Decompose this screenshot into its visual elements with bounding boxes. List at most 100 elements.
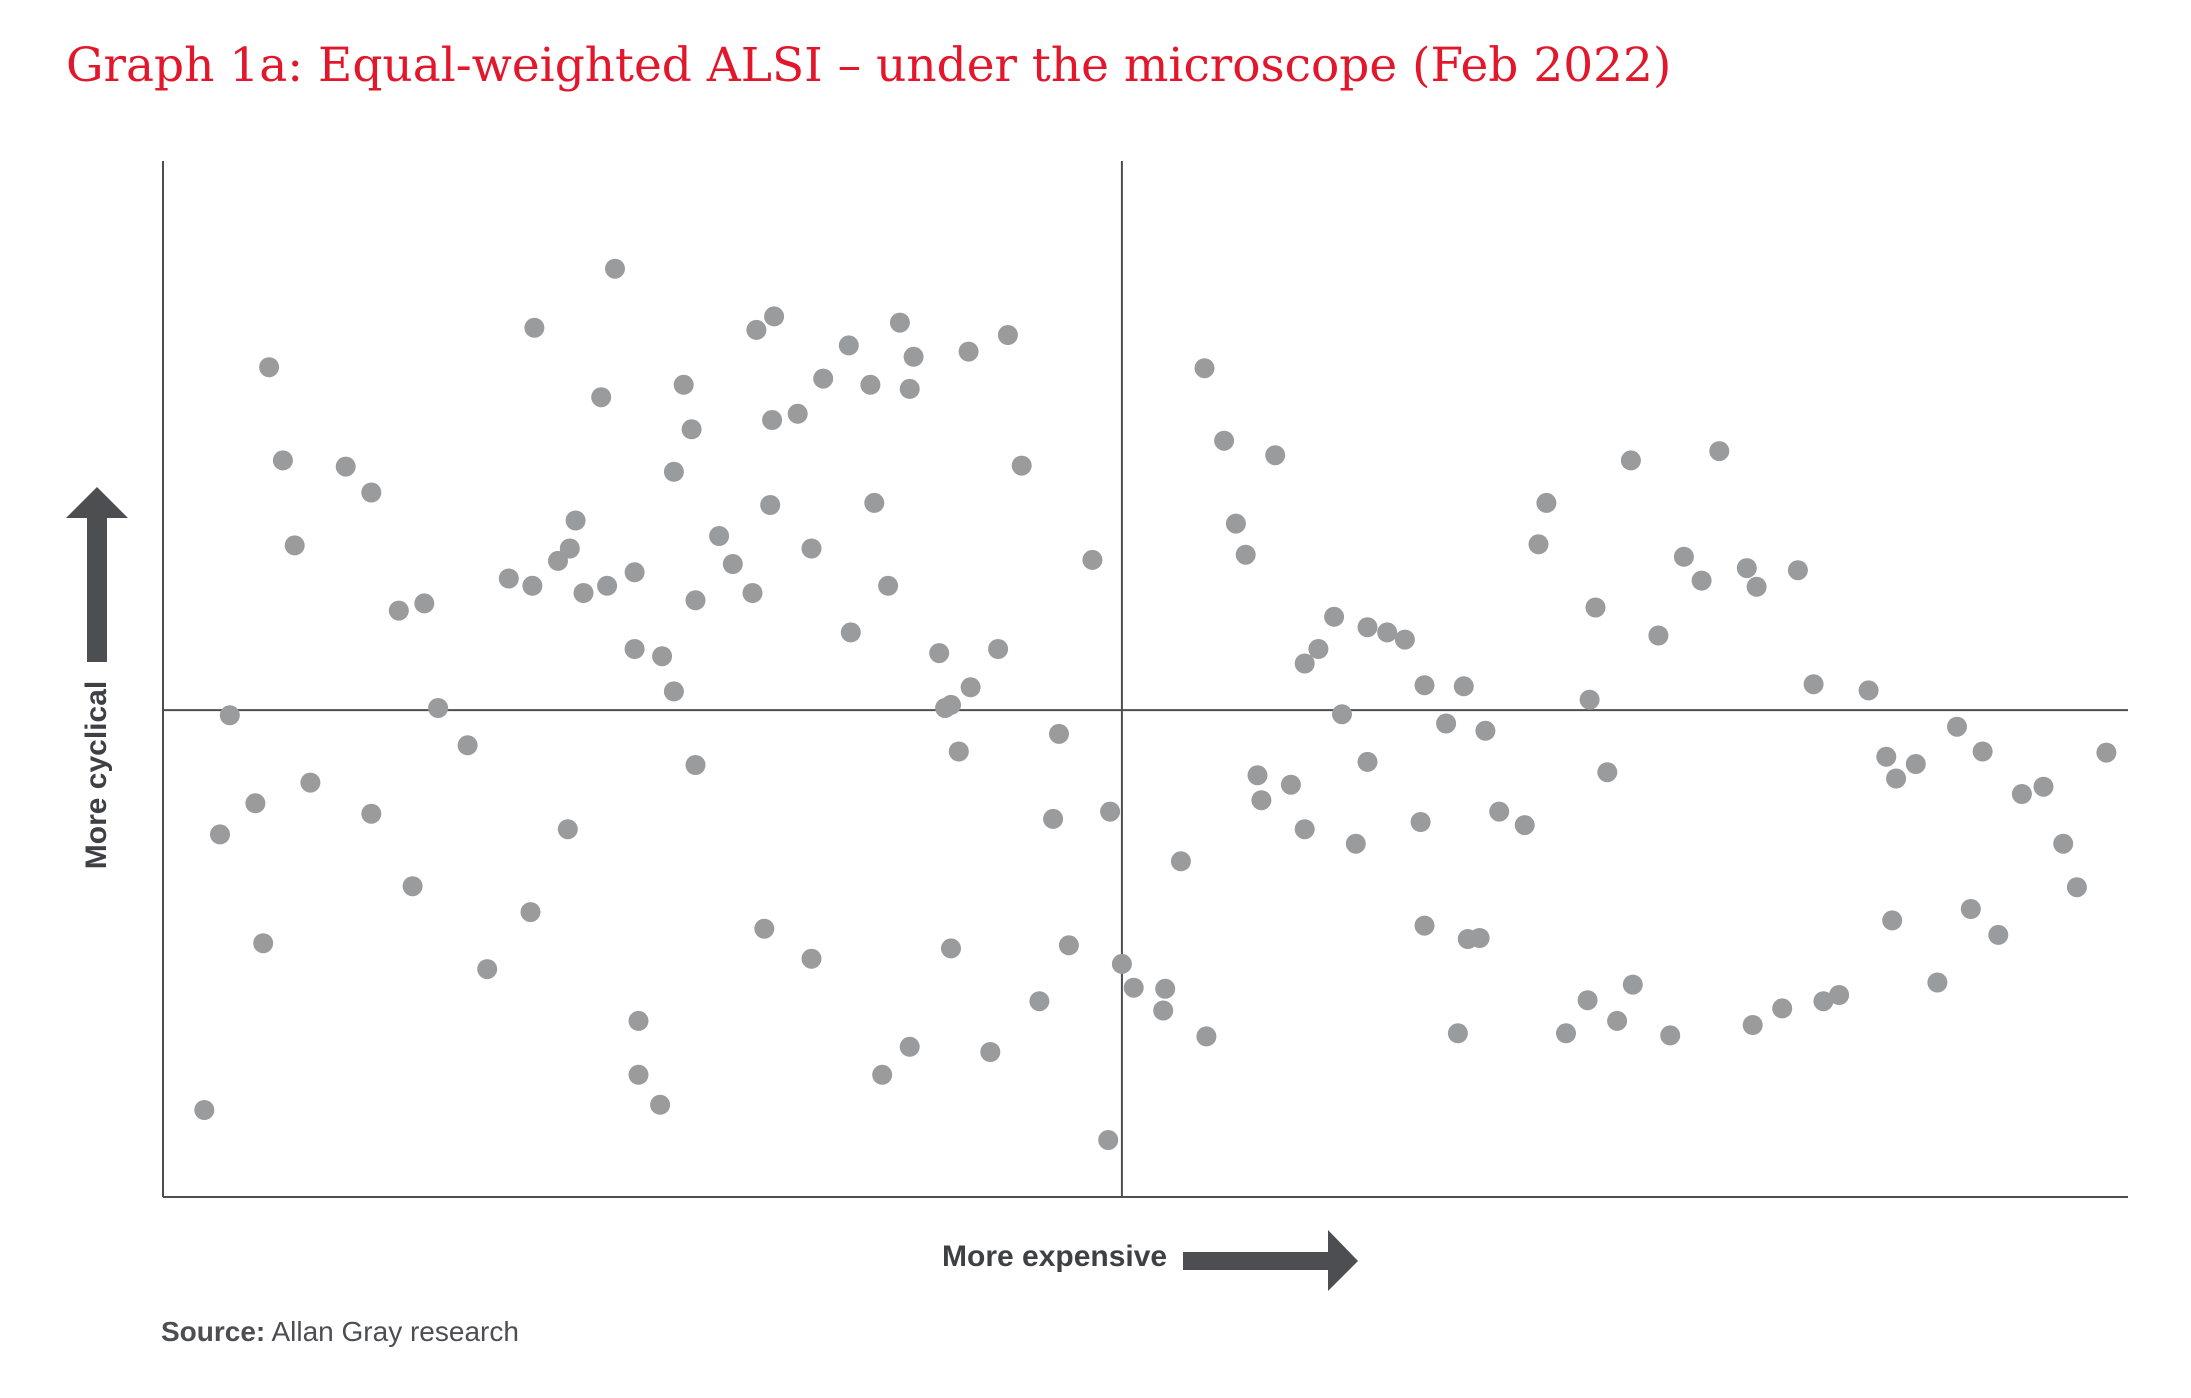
data-point — [1585, 597, 1606, 618]
data-point — [624, 639, 645, 659]
data-point — [1660, 1025, 1681, 1046]
data-point — [860, 374, 881, 395]
data-point — [1011, 455, 1032, 476]
data-points — [194, 258, 2117, 1150]
data-point — [605, 258, 625, 279]
data-point — [1577, 990, 1598, 1011]
data-point — [1214, 430, 1235, 451]
data-point — [573, 583, 594, 603]
data-point — [1111, 953, 1132, 974]
data-point — [838, 335, 859, 356]
data-point — [557, 819, 578, 840]
x-axis-label: More expensive — [942, 1240, 1168, 1273]
data-point — [1194, 358, 1215, 379]
data-point — [1607, 1010, 1628, 1031]
data-point — [1100, 801, 1121, 822]
data-point — [1556, 1023, 1576, 1044]
data-point — [742, 583, 763, 603]
data-point — [1620, 450, 1641, 471]
data-point — [219, 705, 240, 726]
data-point — [1058, 935, 1079, 956]
data-point — [1858, 680, 1879, 701]
data-point — [958, 341, 979, 362]
data-point — [1597, 762, 1618, 783]
data-point — [722, 554, 743, 574]
right-arrow-icon — [1183, 1230, 1358, 1291]
data-point — [1988, 924, 2009, 945]
data-point — [597, 575, 618, 596]
data-point — [1579, 689, 1600, 710]
data-point — [1536, 492, 1557, 513]
data-point — [1170, 851, 1191, 872]
data-point — [1489, 801, 1510, 822]
data-point — [663, 681, 684, 702]
data-point — [663, 461, 684, 482]
up-arrow-icon — [66, 487, 128, 662]
data-point — [899, 1036, 920, 1057]
data-point — [840, 622, 861, 643]
data-point — [194, 1100, 215, 1120]
data-point — [787, 403, 808, 424]
source-note: Source: Allan Gray research — [161, 1316, 519, 1348]
data-point — [1394, 629, 1415, 650]
data-point — [1280, 774, 1301, 795]
data-point — [210, 824, 230, 845]
data-point — [1414, 675, 1435, 696]
data-point — [1247, 765, 1268, 786]
data-point — [1153, 1000, 1174, 1021]
data-point — [673, 374, 694, 395]
data-point — [272, 450, 293, 471]
data-point — [1905, 754, 1926, 774]
data-point — [1960, 899, 1981, 919]
data-point — [1225, 513, 1246, 534]
data-point — [2096, 742, 2117, 763]
data-point — [253, 933, 274, 954]
data-point — [760, 495, 781, 515]
data-point — [1622, 974, 1643, 995]
data-point — [335, 456, 356, 477]
data-point — [1294, 653, 1315, 674]
data-point — [1972, 741, 1993, 762]
data-point — [428, 698, 449, 718]
data-point — [524, 317, 545, 338]
data-point — [685, 590, 706, 611]
data-point — [1251, 790, 1272, 811]
data-point — [948, 741, 969, 762]
data-point — [628, 1010, 649, 1031]
data-point — [685, 755, 706, 775]
data-point — [1029, 991, 1050, 1012]
data-point — [565, 510, 586, 531]
data-point — [762, 410, 783, 430]
data-point — [2066, 877, 2087, 898]
data-point — [1082, 549, 1103, 570]
data-point — [1882, 910, 1903, 931]
data-point — [801, 948, 822, 969]
data-point — [259, 357, 280, 378]
data-point — [624, 562, 645, 583]
data-point — [899, 378, 920, 399]
source-label: Source: — [161, 1316, 266, 1347]
data-point — [1098, 1130, 1119, 1150]
data-point — [1787, 560, 1808, 581]
data-point — [1345, 833, 1366, 854]
data-point — [1332, 704, 1352, 725]
data-point — [1736, 558, 1757, 579]
data-point — [402, 876, 423, 897]
data-point — [1414, 915, 1435, 936]
data-point — [1049, 723, 1069, 744]
data-point — [980, 1042, 1001, 1062]
data-point — [864, 492, 885, 513]
data-point — [960, 677, 981, 698]
data-point — [652, 646, 673, 667]
data-point — [1377, 622, 1398, 643]
data-point — [548, 550, 568, 571]
data-point — [878, 575, 899, 596]
data-point — [1447, 1023, 1468, 1044]
data-point — [997, 325, 1018, 345]
data-point — [361, 482, 382, 503]
data-point — [1294, 819, 1315, 840]
data-point — [801, 538, 822, 559]
data-point — [889, 312, 910, 333]
data-point — [1410, 812, 1431, 832]
